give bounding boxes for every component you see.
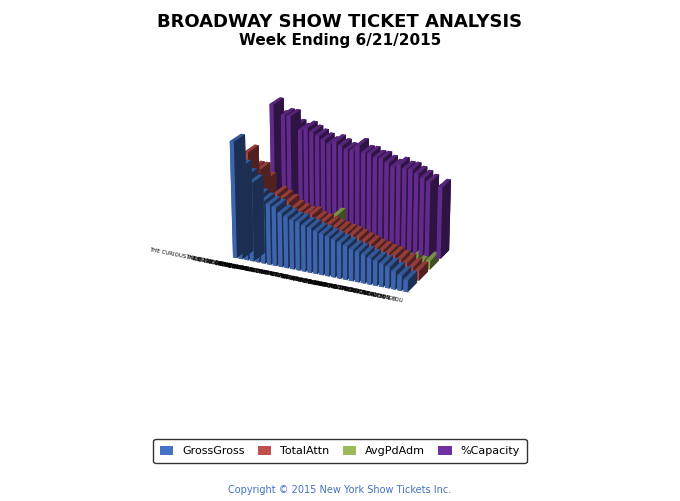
Text: BROADWAY SHOW TICKET ANALYSIS: BROADWAY SHOW TICKET ANALYSIS [158,13,522,31]
Text: Copyright © 2015 New York Show Tickets Inc.: Copyright © 2015 New York Show Tickets I… [228,485,452,495]
Legend: GrossGross, TotalAttn, AvgPdAdm, %Capacity: GrossGross, TotalAttn, AvgPdAdm, %Capaci… [153,439,527,463]
Text: Week Ending 6/21/2015: Week Ending 6/21/2015 [239,33,441,48]
